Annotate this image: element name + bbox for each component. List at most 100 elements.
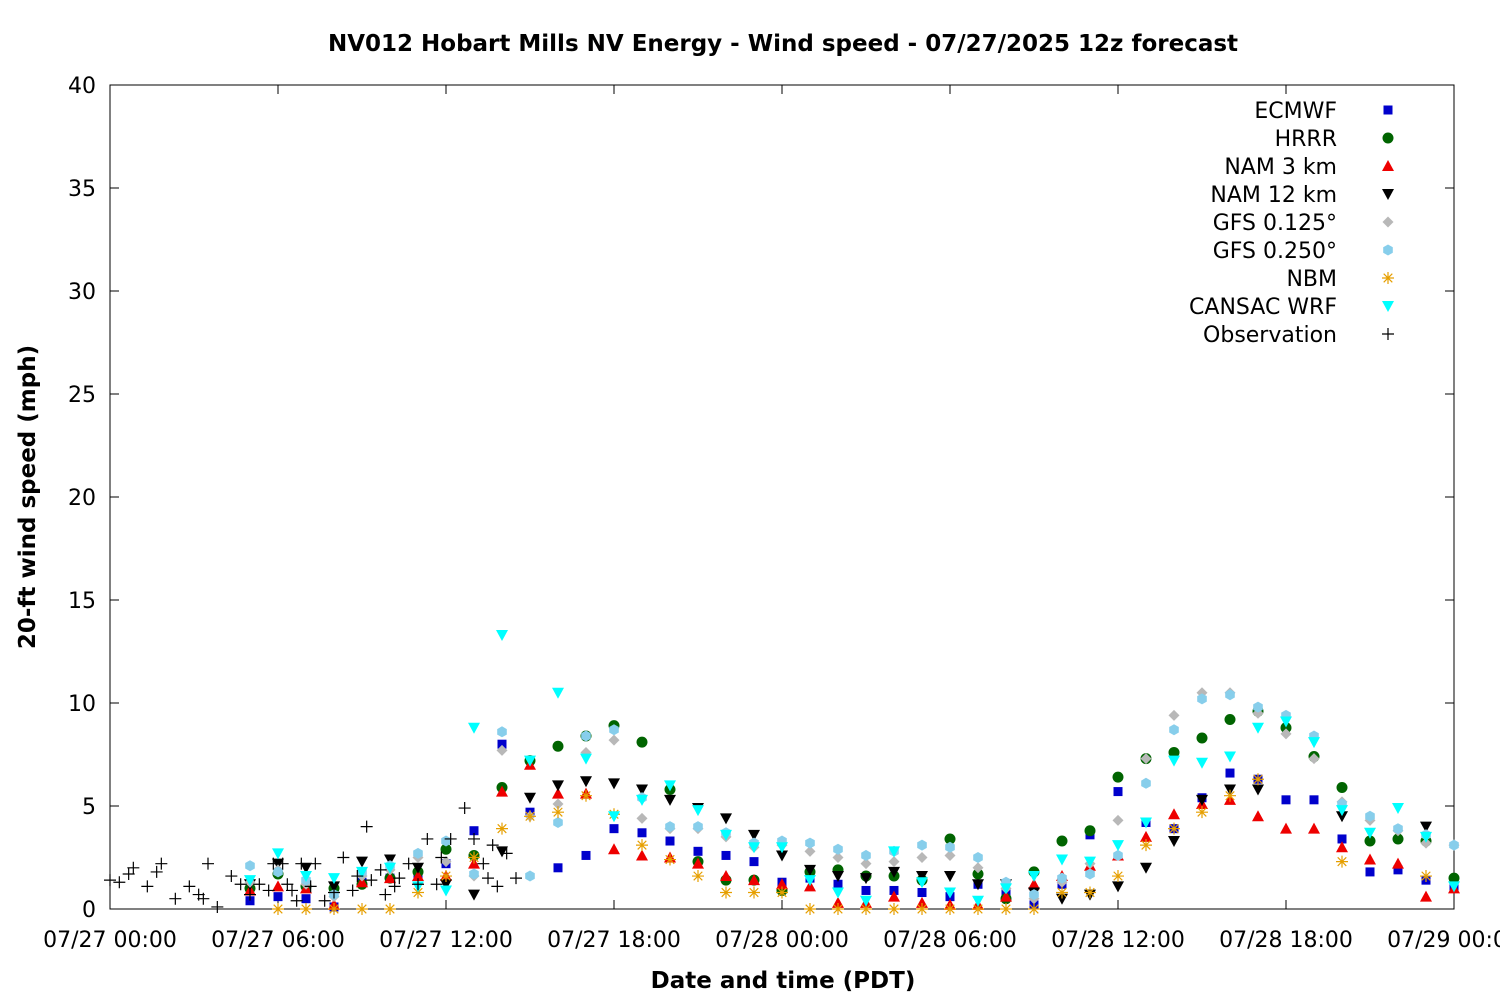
data-point bbox=[888, 890, 900, 902]
data-point bbox=[524, 792, 536, 804]
legend-marker bbox=[1382, 160, 1394, 171]
data-point bbox=[1281, 795, 1291, 805]
x-tick-label: 07/27 12:00 bbox=[379, 928, 513, 953]
data-point bbox=[832, 903, 844, 915]
data-point bbox=[552, 687, 564, 699]
y-tick-label: 25 bbox=[68, 383, 96, 408]
data-point bbox=[552, 798, 564, 810]
data-point bbox=[636, 812, 648, 824]
data-point bbox=[552, 787, 564, 799]
legend-label: GFS 0.250° bbox=[1213, 239, 1337, 264]
legend-marker bbox=[1382, 189, 1394, 200]
data-point bbox=[608, 778, 620, 790]
data-point bbox=[356, 856, 368, 868]
data-point bbox=[245, 896, 255, 906]
data-point bbox=[1112, 771, 1124, 783]
data-point bbox=[1336, 811, 1348, 823]
chart-title: NV012 Hobart Mills NV Energy - Wind spee… bbox=[328, 31, 1238, 57]
data-point bbox=[309, 857, 322, 870]
data-point bbox=[202, 857, 214, 870]
data-point bbox=[1252, 722, 1264, 734]
legend-item: NAM 12 km bbox=[1210, 183, 1394, 208]
data-point bbox=[295, 857, 308, 870]
data-point bbox=[497, 739, 507, 749]
data-point bbox=[262, 884, 275, 897]
y-tick-label: 0 bbox=[82, 898, 96, 923]
legend-marker bbox=[1382, 301, 1394, 312]
data-point bbox=[1196, 794, 1208, 806]
legend-item: CANSAC WRF bbox=[1189, 295, 1394, 320]
data-point bbox=[356, 876, 368, 888]
data-point bbox=[1280, 728, 1292, 740]
data-point bbox=[720, 829, 732, 841]
x-tick-label: 07/28 12:00 bbox=[1051, 928, 1185, 953]
data-point bbox=[1140, 830, 1152, 842]
data-point bbox=[609, 824, 619, 834]
data-point bbox=[1224, 751, 1236, 763]
series-nbm bbox=[272, 773, 1432, 915]
data-point bbox=[300, 862, 312, 874]
data-marks bbox=[104, 630, 1460, 915]
data-point bbox=[500, 847, 513, 860]
data-point bbox=[636, 784, 648, 796]
data-point bbox=[552, 780, 564, 792]
data-point bbox=[1168, 709, 1180, 721]
data-point bbox=[1056, 893, 1068, 905]
data-point bbox=[468, 851, 480, 864]
data-point bbox=[1365, 867, 1375, 877]
legend-label: HRRR bbox=[1275, 127, 1337, 152]
data-point bbox=[916, 896, 928, 908]
data-point bbox=[1308, 737, 1320, 749]
legend-label: CANSAC WRF bbox=[1189, 295, 1337, 320]
data-point bbox=[496, 846, 508, 858]
data-point bbox=[413, 847, 423, 859]
x-tick-label: 07/28 00:00 bbox=[715, 928, 849, 953]
data-point bbox=[1253, 701, 1263, 713]
data-point bbox=[693, 821, 703, 833]
data-point bbox=[328, 886, 340, 899]
data-point bbox=[104, 874, 116, 887]
data-point bbox=[1392, 833, 1404, 845]
data-point bbox=[805, 837, 815, 849]
legend-item: Observation bbox=[1203, 323, 1394, 348]
data-point bbox=[1056, 854, 1068, 866]
data-point bbox=[1448, 881, 1460, 893]
data-point bbox=[1028, 871, 1040, 883]
y-tick-label: 15 bbox=[68, 589, 96, 614]
data-point bbox=[1056, 835, 1068, 847]
data-point bbox=[692, 805, 704, 817]
data-point bbox=[468, 722, 480, 734]
data-point bbox=[1392, 857, 1404, 869]
y-tick-label: 30 bbox=[68, 280, 96, 305]
data-point bbox=[1336, 841, 1348, 853]
data-point bbox=[776, 878, 788, 890]
data-point bbox=[244, 875, 256, 887]
data-point bbox=[441, 835, 451, 847]
data-point bbox=[916, 852, 928, 863]
data-point bbox=[1000, 883, 1012, 895]
data-point bbox=[1225, 768, 1235, 778]
data-point bbox=[197, 892, 210, 905]
y-tick-label: 10 bbox=[68, 692, 96, 717]
data-point bbox=[328, 873, 340, 885]
data-point bbox=[972, 903, 984, 915]
data-point bbox=[524, 810, 536, 823]
data-point bbox=[720, 886, 732, 899]
data-point bbox=[1140, 817, 1152, 829]
data-point bbox=[496, 630, 508, 642]
data-point bbox=[776, 886, 788, 899]
data-point bbox=[440, 879, 452, 891]
data-point bbox=[1224, 713, 1236, 725]
data-point bbox=[1140, 753, 1152, 765]
series-ecmwf bbox=[245, 739, 1459, 912]
data-point bbox=[328, 903, 340, 915]
y-axis-title: 20-ft wind speed (mph) bbox=[15, 345, 41, 649]
data-point bbox=[113, 876, 126, 889]
data-point bbox=[458, 802, 471, 815]
data-point bbox=[1140, 839, 1152, 852]
data-point bbox=[1337, 834, 1347, 844]
data-point bbox=[636, 839, 648, 852]
data-point bbox=[944, 871, 956, 883]
data-point bbox=[833, 843, 843, 855]
data-point bbox=[748, 842, 760, 854]
